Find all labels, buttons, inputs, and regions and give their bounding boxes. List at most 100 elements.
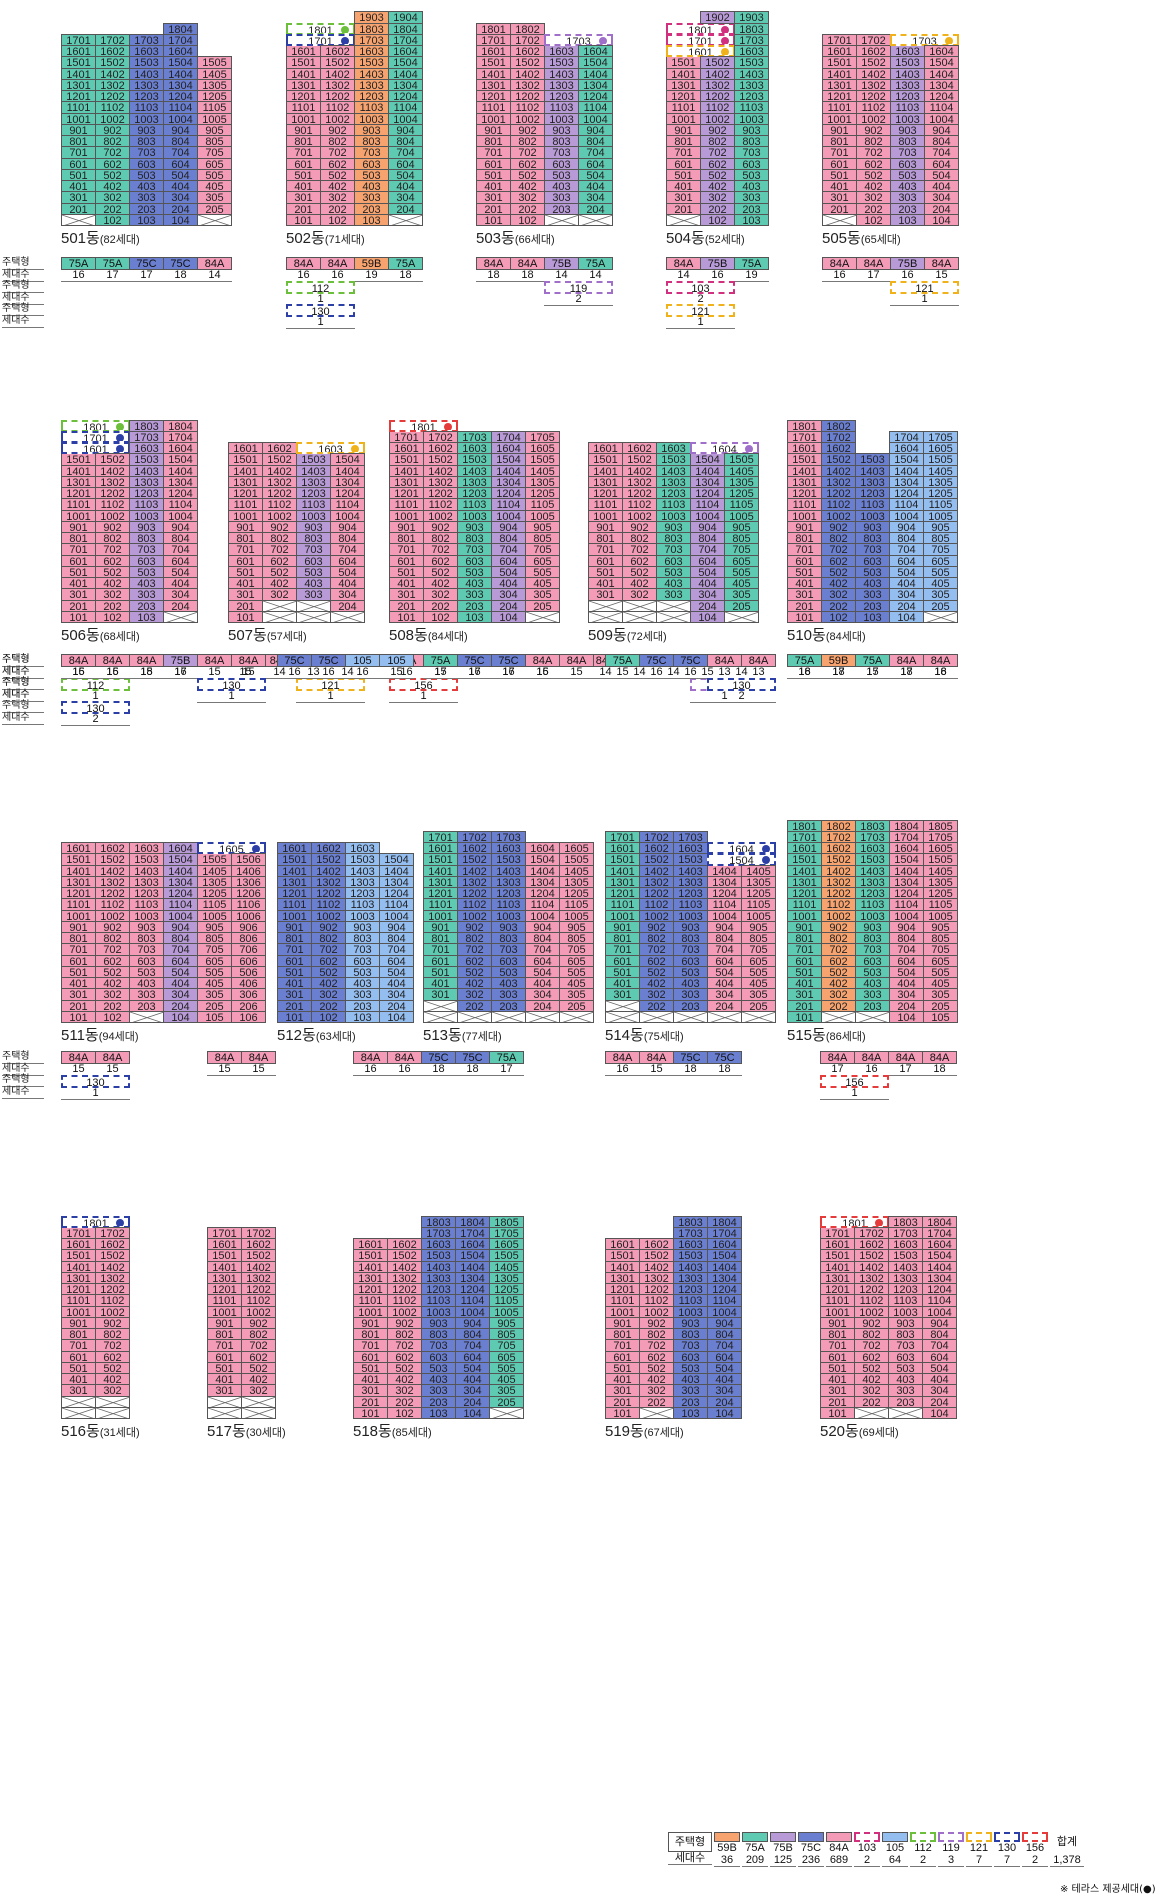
unit-cell: 1203: [734, 90, 769, 103]
unit-cell: 1102: [856, 101, 891, 114]
unit-cell: 502: [95, 565, 130, 578]
unit-cell: 1301: [787, 875, 822, 888]
unit-cell: 1005: [923, 909, 958, 922]
unit-cell: 601: [61, 157, 96, 170]
unit-cell: 302: [262, 588, 297, 601]
unit-cell: 1201: [277, 887, 312, 900]
type-header: 84A: [129, 654, 164, 667]
unit-cell: 1802: [821, 819, 856, 832]
cross-mark-icon: [640, 1011, 673, 1022]
type-header: 84A: [95, 1051, 130, 1064]
unit-cell: 1005: [724, 509, 759, 522]
unit-cell: 704: [379, 943, 414, 956]
building-unit-count: (69세대): [858, 1427, 899, 1439]
unit-cell: 604: [922, 1350, 957, 1363]
unit-count: 18: [455, 1063, 490, 1076]
unit-cell: 1002: [423, 509, 458, 522]
unit-cell: 102: [320, 213, 355, 226]
unit-cell: 703: [129, 543, 164, 556]
unit-cell: 1103: [491, 898, 526, 911]
unit-cell: 1202: [639, 887, 674, 900]
unit-cell: 1105: [559, 898, 594, 911]
building-name: 513동(77세대): [423, 1024, 502, 1045]
unit-cell: 104: [707, 1406, 742, 1419]
unit-cell: 606: [231, 954, 266, 967]
unit-cell: 801: [61, 932, 96, 945]
unit-cell: 1104: [163, 101, 198, 114]
unit-cell: 1504: [924, 56, 959, 69]
unit-cell: 1103: [888, 1294, 923, 1307]
unit-cell: 1403: [129, 67, 164, 80]
unit-cell: 102: [821, 610, 856, 623]
unit-cell: 1703: [673, 830, 708, 843]
unit-cell: 1702: [95, 1226, 130, 1239]
unit-cell: 1602: [320, 45, 355, 58]
unit-cell: 604: [163, 157, 198, 170]
unit-cell: 703: [673, 1339, 708, 1352]
unit-cell: 805: [559, 932, 594, 945]
unit-cell: 802: [622, 532, 657, 545]
unit-cell: 1604: [922, 1238, 957, 1251]
cross-mark-icon: [458, 1011, 491, 1022]
unit-cell: 1501: [476, 56, 511, 69]
unit-cell: 1301: [822, 78, 857, 91]
unit-cell: 1205: [923, 487, 958, 500]
legend-count: 7: [994, 1854, 1020, 1867]
unit-cell: 802: [423, 532, 458, 545]
unit-cell: 903: [855, 920, 890, 933]
type-header: 84A: [525, 654, 560, 667]
unit-cell: 503: [129, 965, 164, 978]
unit-cell: 1202: [510, 90, 545, 103]
empty-unit: [262, 599, 297, 612]
unit-cell: 504: [491, 565, 526, 578]
unit-cell: 1004: [707, 1305, 742, 1318]
unit-cell: 1003: [345, 909, 380, 922]
cross-mark-icon: [924, 611, 957, 622]
unit-cell: 1204: [163, 887, 198, 900]
label-type: 주택형: [2, 677, 44, 690]
unit-cell: 703: [354, 146, 389, 159]
unit-cell: 1704: [889, 830, 924, 843]
unit-cell: 1303: [544, 78, 579, 91]
cross-mark-icon: [623, 600, 656, 611]
unit-cell: 1401: [605, 1260, 640, 1273]
unit-cell: 1502: [320, 56, 355, 69]
unit-cell: 1603: [673, 842, 708, 855]
unit-cell: 205: [923, 999, 958, 1012]
unit-cell: 1201: [787, 887, 822, 900]
unit-cell: 602: [320, 157, 355, 170]
unit-cell: 703: [129, 943, 164, 956]
unit-cell: 1103: [296, 498, 331, 511]
unit-cell: 402: [639, 977, 674, 990]
unit-cell: 1001: [353, 1305, 388, 1318]
unit-cell: 1402: [457, 864, 492, 877]
unit-cell: 403: [296, 577, 331, 590]
unit-cell: 402: [423, 577, 458, 590]
unit-cell: 1404: [163, 464, 198, 477]
unit-cell: 204: [578, 202, 613, 215]
unit-cell: 1203: [354, 90, 389, 103]
unit-cell: 204: [707, 1395, 742, 1408]
unit-cell: 1402: [510, 67, 545, 80]
cross-mark-icon: [208, 1407, 241, 1418]
unit-cell: 801: [277, 932, 312, 945]
unit-cell: 902: [821, 920, 856, 933]
unit-cell: 1202: [821, 887, 856, 900]
unit-cell: 1601: [820, 1238, 855, 1251]
unit-count: 15: [605, 666, 640, 679]
unit-cell: 1303: [129, 875, 164, 888]
empty-unit: [491, 1010, 526, 1023]
unit-cell: 1804: [163, 419, 198, 432]
unit-cell: 1204: [388, 90, 423, 103]
unit-cell: 1202: [622, 487, 657, 500]
unit-cell: 1401: [666, 67, 701, 80]
legend-swatch-130: [994, 1832, 1020, 1842]
unit-cell: 1103: [129, 898, 164, 911]
unit-cell: 1701: [207, 1226, 242, 1239]
unit-cell: 804: [690, 532, 725, 545]
cross-mark-icon: [589, 611, 622, 622]
unit-cell: 403: [345, 977, 380, 990]
unit-cell: 504: [330, 565, 365, 578]
unit-cell: 1704: [163, 33, 198, 46]
unit-cell: 601: [787, 954, 822, 967]
